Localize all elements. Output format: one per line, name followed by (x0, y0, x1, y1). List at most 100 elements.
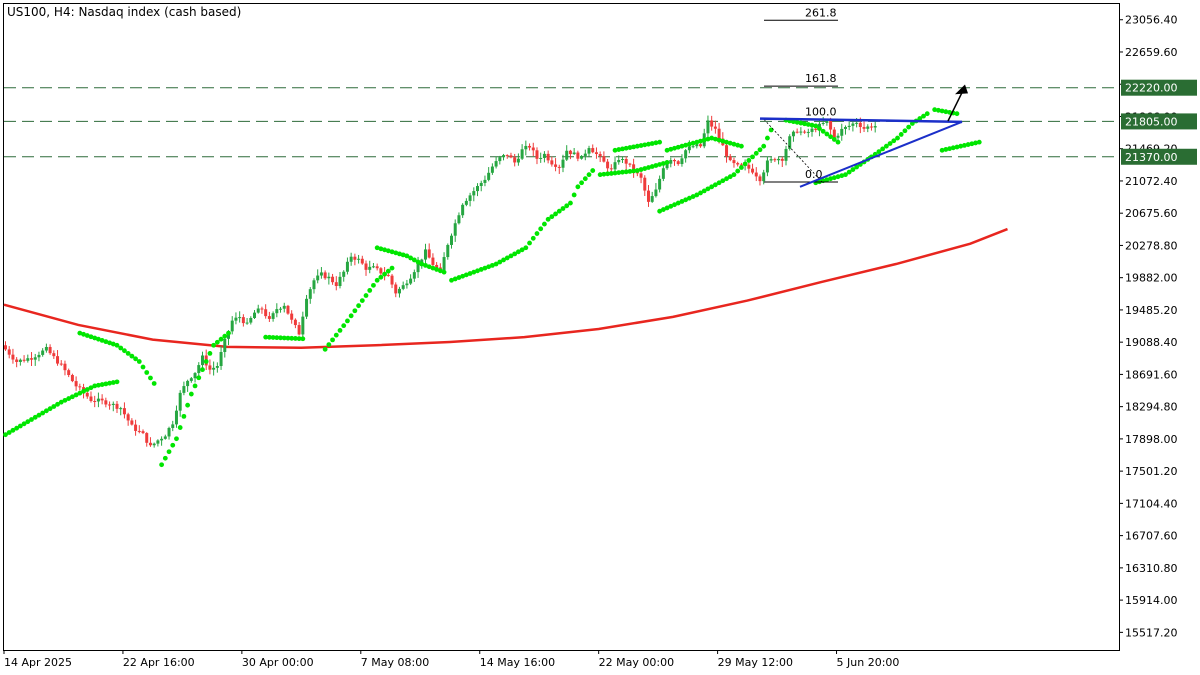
candle-body (108, 404, 112, 406)
candle-body (732, 160, 736, 164)
sar-dot (40, 410, 46, 416)
sar-dot (397, 251, 402, 257)
sar-dot (471, 269, 477, 275)
sar-dot (475, 268, 480, 274)
sar-dot (586, 172, 592, 178)
sar-dot (605, 171, 610, 177)
candle-body (524, 145, 528, 150)
sar-dot (668, 146, 674, 152)
candle-body (490, 166, 494, 173)
sar-dot (486, 264, 492, 270)
sar-dot (88, 385, 94, 391)
sar-dot (958, 143, 964, 149)
sar-dot (84, 333, 90, 338)
candle-body (48, 346, 52, 354)
candle-body (301, 316, 305, 335)
sar-dot (266, 334, 272, 340)
candle-body (620, 158, 624, 160)
sar-dot (99, 338, 105, 343)
sar-dot (326, 342, 332, 348)
candle-body (624, 158, 628, 164)
sar-dot (608, 171, 614, 176)
sar-dot (363, 293, 369, 298)
candle-body (331, 276, 335, 283)
candle-body (74, 381, 78, 387)
candle-body (85, 392, 89, 397)
sar-dot (434, 267, 440, 272)
candle-body (803, 131, 807, 133)
sar-dot (371, 282, 376, 288)
sar-dot (828, 134, 833, 140)
sar-dot (768, 127, 774, 133)
candle-body (799, 131, 803, 133)
candle-body (494, 161, 498, 167)
sar-dot (954, 144, 960, 150)
candle-body (862, 127, 866, 129)
candle-body (41, 350, 45, 355)
candle-body (63, 363, 67, 371)
candle-body (11, 354, 15, 360)
sar-dot (415, 259, 421, 265)
sar-dot (437, 268, 443, 274)
sar-dot (501, 257, 506, 263)
candle-body (576, 152, 580, 159)
fib-label: 161.8 (805, 72, 837, 85)
candle-body (152, 443, 156, 446)
candle-body (219, 352, 223, 367)
sar-dot (932, 107, 938, 113)
sar-dot (345, 318, 350, 324)
candle-body (145, 433, 149, 443)
x-tick-label: 14 May 16:00 (480, 656, 555, 669)
candle-body (360, 258, 364, 264)
sar-dot (467, 271, 473, 276)
sar-dot (341, 323, 347, 329)
sar-dot (664, 205, 670, 211)
sar-dot (129, 353, 135, 359)
candle-body (725, 145, 729, 157)
sar-dot (746, 158, 752, 163)
candle-body (546, 153, 550, 161)
sar-dot (110, 341, 116, 347)
sar-dot (906, 124, 912, 130)
x-tick-label: 14 Apr 2025 (4, 656, 72, 669)
sar-dot (898, 132, 904, 137)
candle-body (539, 157, 543, 159)
breakout-arrow-shaft (947, 92, 963, 122)
candle-body (858, 122, 862, 128)
candle-body (580, 155, 584, 159)
sar-dot (939, 147, 945, 153)
sar-dot (114, 342, 120, 348)
candle-body (598, 154, 602, 157)
candle-body (550, 160, 554, 165)
sar-dot (664, 147, 670, 153)
sar-dot (698, 190, 703, 196)
sar-dot (646, 141, 651, 147)
candle-body (78, 386, 82, 388)
sar-dot (359, 298, 365, 303)
sar-dot (805, 122, 811, 127)
candle-body (736, 163, 740, 165)
sar-dot (181, 413, 187, 419)
candle-body (825, 120, 829, 123)
fibonacci: 261.8 161.8 100.0 0.0 (763, 6, 838, 183)
sar-dot (712, 136, 718, 142)
candle-body (832, 129, 836, 138)
candle-body (412, 272, 416, 279)
sar-dot (21, 421, 27, 427)
candle-body (18, 359, 22, 362)
sar-dot (950, 145, 956, 151)
sar-dot (642, 166, 648, 171)
sar-dot (735, 168, 741, 174)
sar-dot (757, 147, 763, 153)
candle-body (483, 179, 487, 183)
candle-body (375, 266, 379, 269)
sar-dot (880, 146, 886, 152)
y-axis: 23056.4022659.6022262.8021866.0021469.20… (1119, 14, 1178, 639)
candle-body (784, 148, 788, 161)
sar-dot (791, 119, 796, 125)
sar-dot (17, 423, 23, 429)
sar-dot (196, 375, 202, 381)
sar-dot (731, 141, 737, 147)
sar-dot (103, 381, 109, 387)
